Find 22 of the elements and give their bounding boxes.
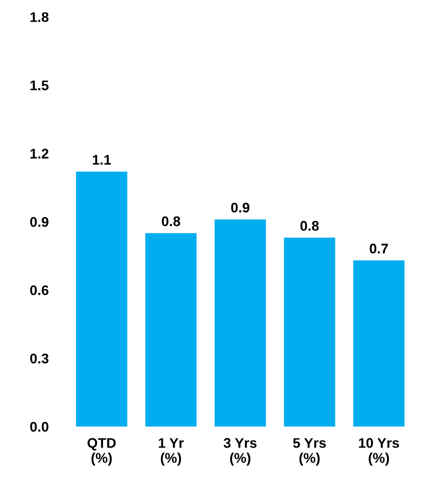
y-tick-label: 0.3	[30, 354, 48, 364]
data-label: 1.1	[92, 155, 111, 165]
data-label: 0.8	[300, 220, 319, 231]
data-label: 0.9	[231, 202, 250, 213]
y-tick-label: 1.2	[30, 148, 48, 158]
data-label: 0.7	[370, 244, 388, 254]
y-tick-label: 1.5	[30, 80, 49, 90]
x-tick-label: 3 Yrs (%)	[224, 438, 257, 466]
y-tick-label: 0.0	[30, 422, 48, 432]
bar	[353, 260, 404, 427]
y-tick-label: 0.9	[30, 217, 48, 227]
bar	[284, 238, 336, 427]
bar	[145, 233, 197, 427]
y-tick-label: 1.8	[30, 12, 49, 22]
y-tick-label: 0.6	[30, 285, 48, 296]
data-label: 0.8	[162, 216, 180, 226]
x-tick-label: 10 Yrs (%)	[358, 438, 399, 466]
x-tick-label: 1 Yr (%)	[158, 438, 184, 466]
bar	[214, 219, 266, 427]
bar	[76, 172, 128, 427]
x-tick-label: 5 Yrs (%)	[293, 438, 326, 466]
x-tick-label: QTD (%)	[88, 438, 116, 466]
